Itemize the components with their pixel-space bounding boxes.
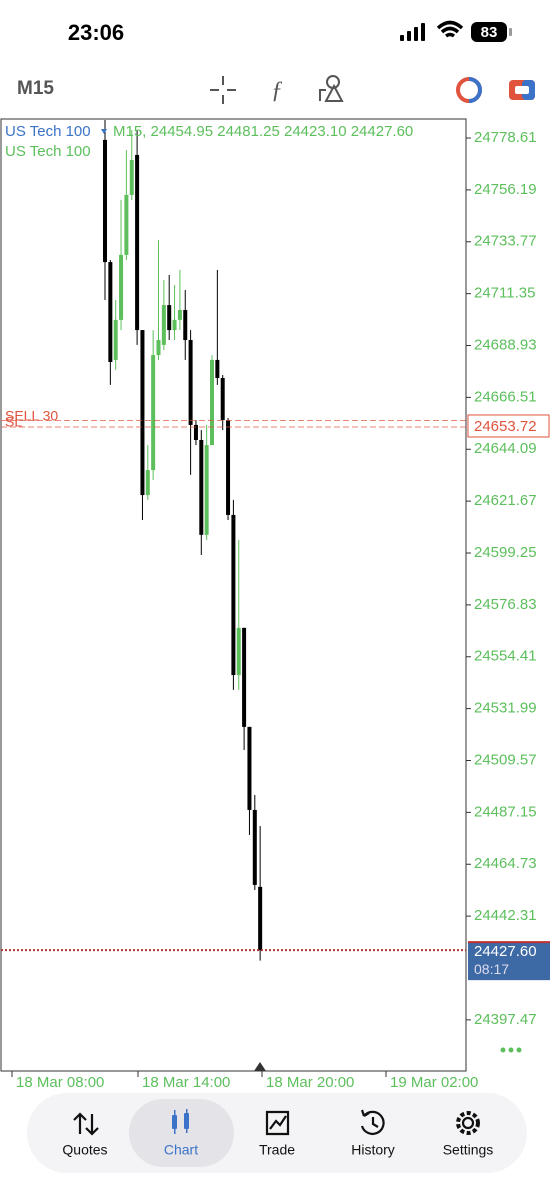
candle-body: [145, 470, 150, 496]
plot-area: [103, 120, 263, 961]
ohlc-info: M15, 24454.95 24481.25 24423.10 24427.60: [113, 123, 413, 140]
nav-item[interactable]: Settings: [443, 1142, 494, 1158]
trade-button[interactable]: [509, 80, 535, 100]
x-tick-label: 18 Mar 20:00: [266, 1074, 354, 1091]
candle-body: [220, 377, 225, 421]
x-tick-label: 18 Mar 08:00: [16, 1074, 104, 1091]
candle-body: [236, 627, 241, 676]
candle-body: [247, 726, 252, 810]
account-button[interactable]: [456, 77, 482, 103]
y-tick-label: 24644.09: [474, 440, 537, 457]
order-price: 24653.72: [474, 418, 537, 435]
y-tick-label: 24778.61: [474, 129, 537, 146]
y-tick-label: 24599.25: [474, 544, 537, 561]
nav-item[interactable]: Trade: [259, 1142, 295, 1158]
timeframe-button[interactable]: M15: [17, 78, 54, 99]
battery-level: 83: [481, 24, 498, 41]
nav-active-bg: [129, 1099, 234, 1167]
nav-item[interactable]: History: [351, 1142, 395, 1158]
candle-body: [156, 340, 161, 356]
y-tick-label: 24509.57: [474, 751, 537, 768]
candle-body: [252, 809, 257, 885]
y-tick-label: 24531.99: [474, 700, 537, 717]
candle-body: [151, 355, 156, 471]
signal-icon: [400, 23, 425, 41]
status-time: 23:06: [68, 20, 124, 45]
more-dots[interactable]: [500, 1047, 522, 1053]
y-tick-label: 24464.73: [474, 855, 537, 872]
y-tick-label: 24711.35: [474, 285, 535, 302]
chart-nav-icon: [172, 1109, 189, 1134]
candle-body: [167, 305, 172, 331]
candle-body: [226, 420, 231, 515]
sl-label: SL: [5, 413, 22, 429]
symbol-dropdown[interactable]: [101, 129, 107, 134]
y-tick-label: 24576.83: [474, 596, 537, 613]
nav-item[interactable]: Chart: [164, 1142, 198, 1158]
wifi-icon: [436, 20, 464, 38]
candle-body: [124, 194, 129, 255]
nav-item[interactable]: Quotes: [62, 1142, 107, 1158]
candle-body: [119, 254, 124, 320]
candle-body: [193, 424, 198, 440]
candle-body: [210, 359, 214, 446]
candle-body: [177, 309, 182, 320]
nav-icons: [73, 1109, 480, 1136]
candle-body: [113, 319, 118, 360]
candle-body: [231, 514, 236, 676]
x-tick-label: 18 Mar 14:00: [142, 1074, 230, 1091]
y-tick-label: 24621.67: [474, 492, 537, 509]
battery-tip: [509, 28, 512, 36]
y-tick-label: 24733.77: [474, 233, 537, 250]
crosshair-button[interactable]: [210, 76, 236, 104]
y-tick-label: 24666.51: [474, 388, 537, 405]
candle-body: [135, 154, 140, 331]
y-tick-label: 24554.41: [474, 648, 537, 665]
indicators-button[interactable]: ƒ: [271, 78, 283, 104]
order-price-box: [467, 414, 550, 438]
symbol-name: US Tech 100: [5, 123, 91, 140]
candle-body: [103, 139, 107, 263]
x-tick-label: 19 Mar 02:00: [390, 1074, 478, 1091]
candle-body: [242, 627, 247, 727]
objects-button[interactable]: [319, 75, 344, 102]
candle-body: [108, 262, 113, 363]
current-price-label: 24427.60: [474, 943, 537, 960]
candle-body: [161, 305, 166, 345]
indicator-legend: US Tech 100: [5, 143, 91, 160]
y-tick-label: 24688.93: [474, 336, 537, 353]
candle-body: [204, 445, 209, 535]
chart-frame: [0, 118, 467, 1072]
y-tick-label: 24442.31: [474, 907, 537, 924]
current-price-box: [468, 942, 550, 981]
candle-body: [215, 359, 220, 378]
y-tick-label: 24756.19: [474, 181, 537, 198]
nav-labels: Quotes Chart Trade History Settings: [62, 1142, 493, 1158]
y-tick-label: 24397.47: [474, 1011, 537, 1028]
countdown: 08:17: [474, 961, 509, 977]
candle-body: [258, 886, 263, 951]
battery: [471, 22, 507, 42]
candle-body: [129, 160, 134, 195]
y-tick-label: 24487.15: [474, 803, 537, 820]
candle-body: [199, 439, 204, 535]
order-label: SELL 30: [5, 408, 58, 424]
candle-body: [183, 309, 188, 341]
time-marker: [254, 1062, 266, 1071]
candle-body: [188, 340, 193, 425]
candle-body: [172, 319, 177, 331]
candle-body: [140, 330, 145, 496]
